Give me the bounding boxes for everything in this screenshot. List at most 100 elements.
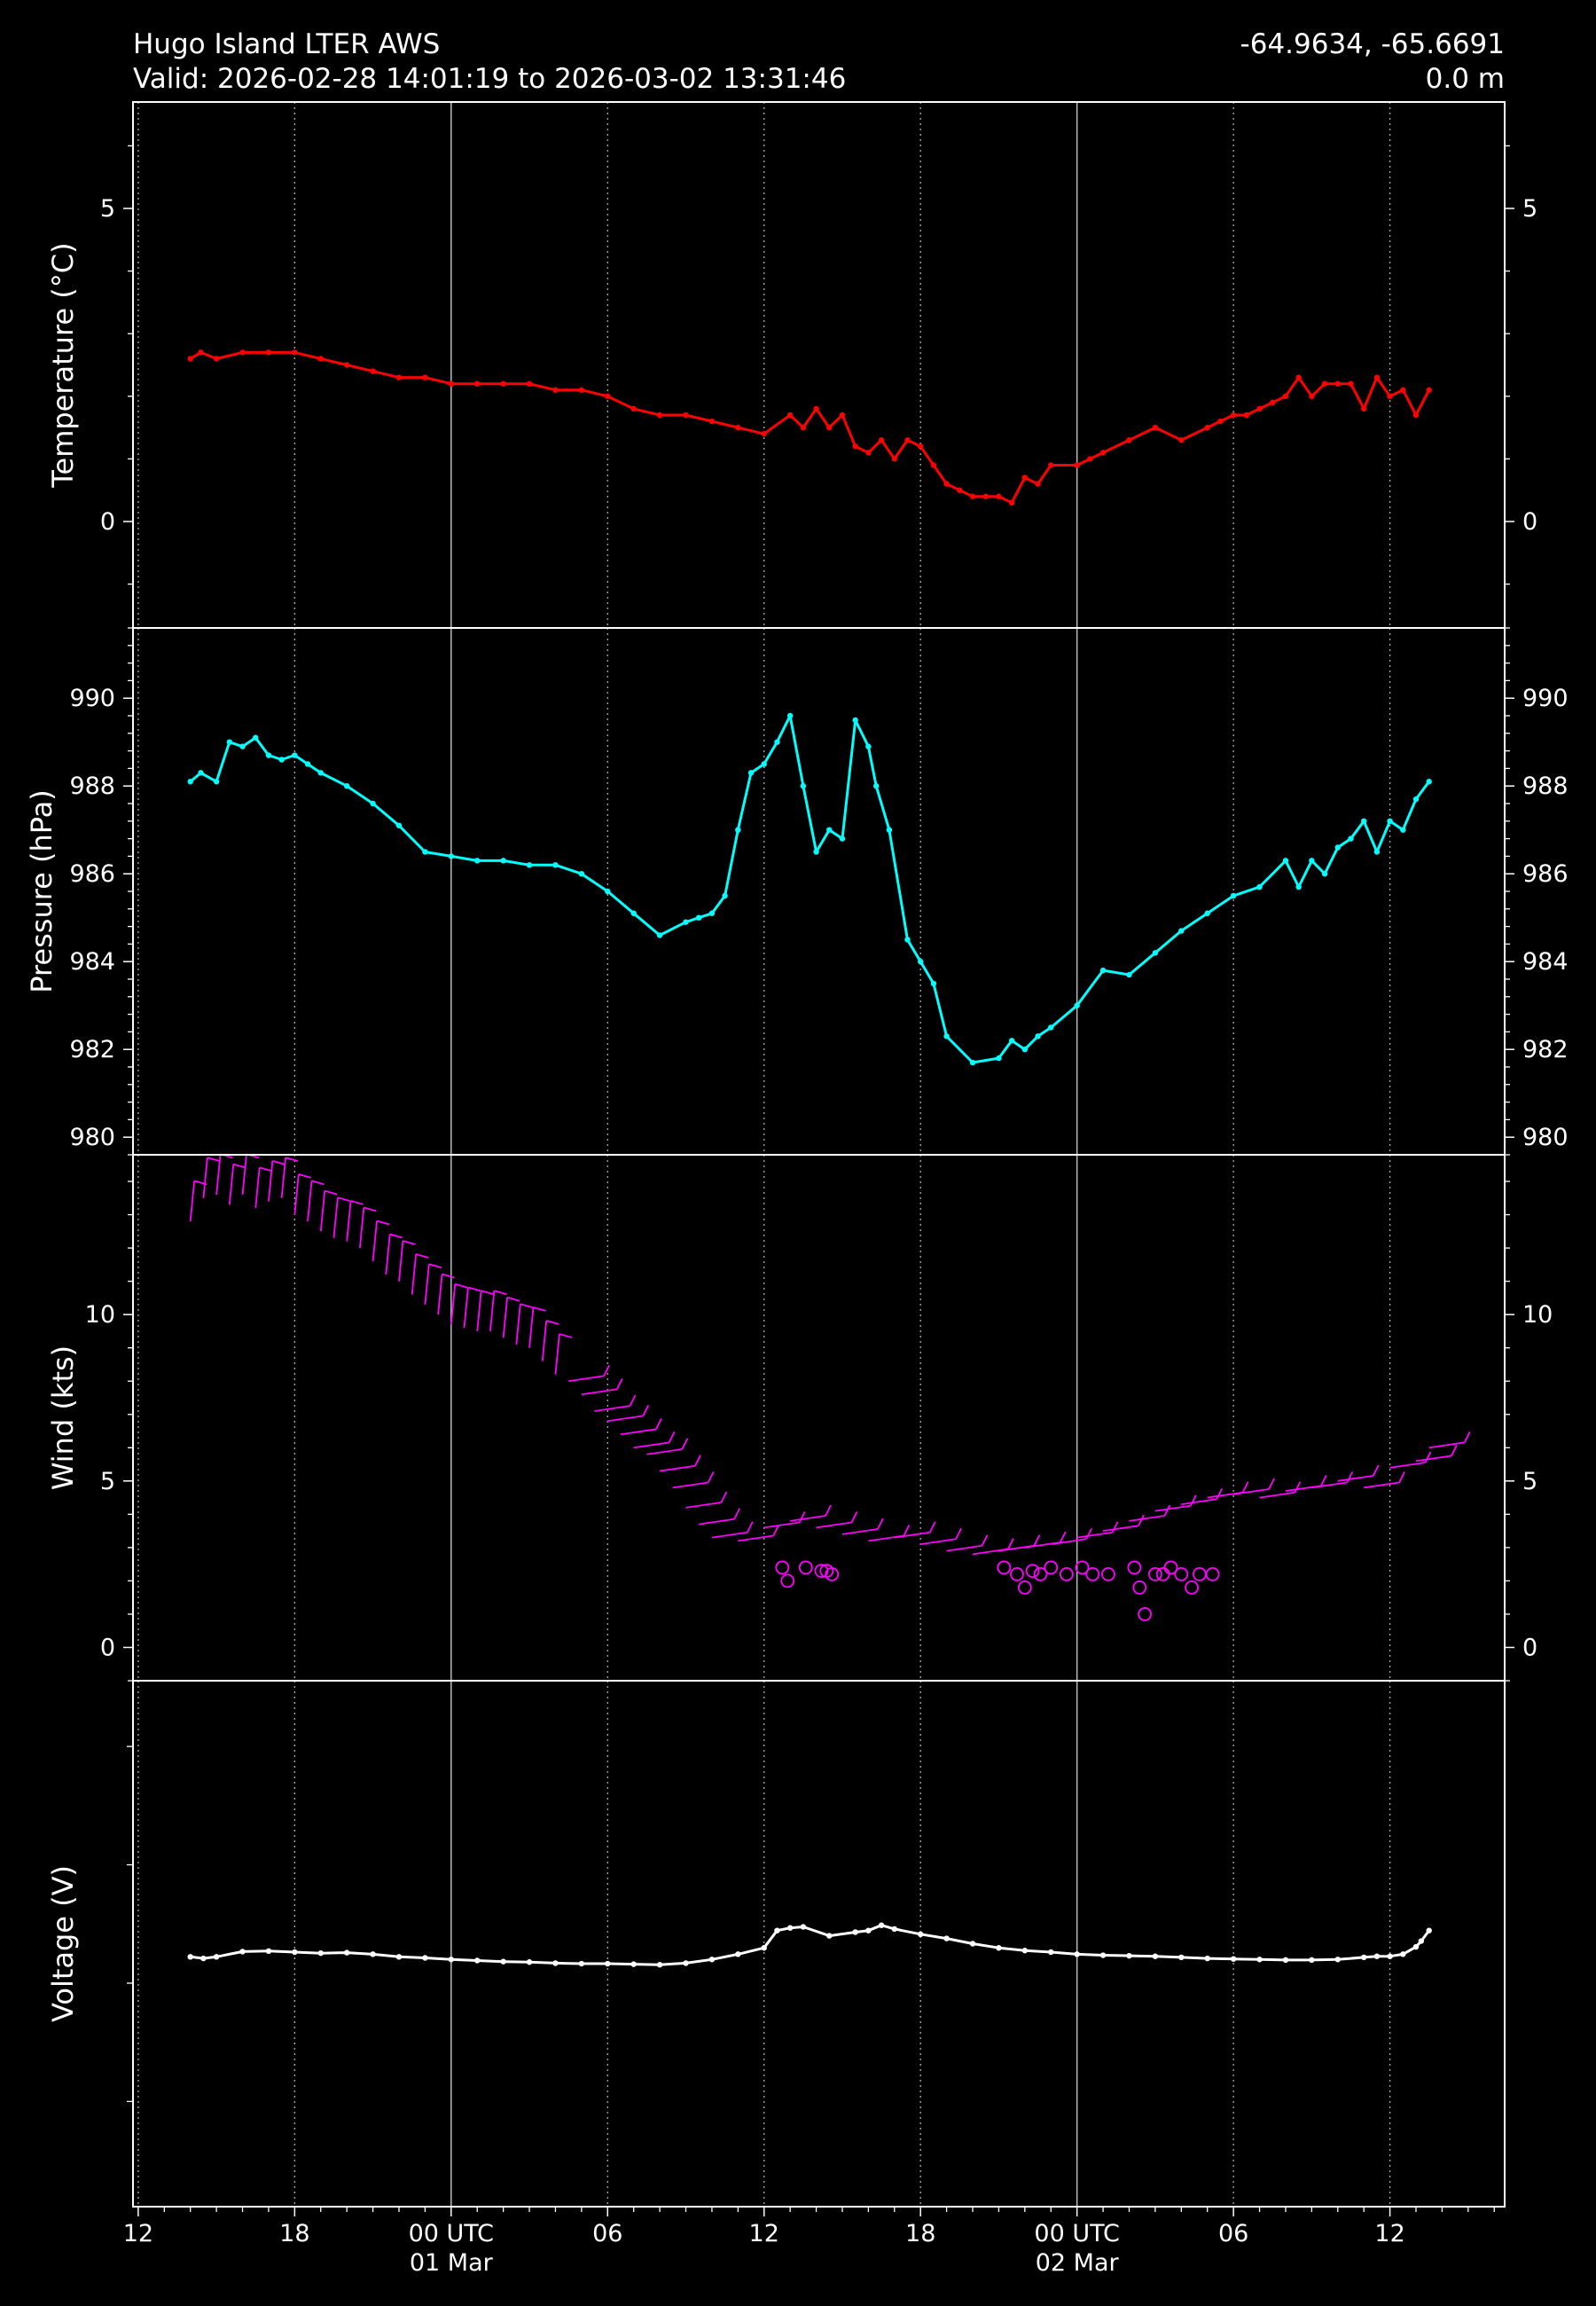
series-point: [1204, 910, 1210, 916]
series-point: [1178, 928, 1185, 934]
wind-barb: [1415, 1455, 1452, 1463]
series-point: [918, 1931, 924, 1938]
x-tick-label: 06: [592, 2220, 622, 2247]
series-point: [761, 1945, 767, 1951]
series-point: [761, 761, 767, 767]
series-point: [253, 734, 259, 741]
wind-barb-flag: [707, 1471, 715, 1483]
wind-barb: [293, 1173, 300, 1215]
y-tick-label-right: 986: [1522, 860, 1569, 888]
series-point: [957, 487, 963, 493]
wind-barb-flag: [1241, 1481, 1249, 1494]
series-point: [1334, 844, 1341, 851]
wind-barb: [594, 1405, 630, 1412]
calm-circle: [997, 1560, 1012, 1575]
series-point: [1008, 1038, 1015, 1044]
series-point: [1204, 424, 1210, 431]
series-point: [683, 919, 689, 925]
wind-barb-flag: [1294, 1481, 1302, 1494]
series-point: [265, 349, 272, 356]
series-point: [839, 835, 846, 842]
wind-barb: [1051, 1538, 1087, 1546]
series-point: [1074, 1002, 1080, 1008]
series-point: [526, 380, 533, 387]
wind-barb: [385, 1234, 391, 1275]
series-point: [683, 1960, 689, 1966]
wind-barb-flag: [389, 1233, 403, 1239]
y-tick-label: 0: [100, 508, 115, 536]
series-point: [605, 1960, 611, 1967]
series-point: [930, 462, 937, 468]
series-point: [1217, 418, 1224, 425]
series-point: [1008, 499, 1015, 506]
wind-barb-flag: [350, 1200, 364, 1205]
wind-barb: [1428, 1441, 1465, 1449]
series-point: [578, 871, 585, 877]
series-point: [370, 800, 376, 807]
wind-barb-flag: [545, 1320, 559, 1325]
y-tick-label-right: 982: [1522, 1036, 1569, 1063]
series-point: [370, 1951, 376, 1957]
series-point: [852, 717, 858, 724]
wind-barb: [319, 1190, 326, 1232]
series-point: [1309, 393, 1315, 399]
wind-barb: [215, 1154, 222, 1196]
wind-barb-flag: [668, 1431, 676, 1443]
wind-barb-flag: [877, 1518, 884, 1530]
series-point: [605, 393, 611, 399]
wind-barb-flag: [364, 1206, 377, 1212]
wind-barb: [568, 1375, 605, 1383]
series-point: [292, 1949, 298, 1956]
series-point: [839, 412, 846, 419]
series-point: [735, 827, 741, 833]
wind-barb-flag: [1138, 1514, 1145, 1526]
wind-barb-flag: [720, 1491, 728, 1503]
calm-circle: [775, 1560, 790, 1575]
series-point: [1373, 374, 1381, 380]
series-point: [1087, 456, 1093, 462]
wind-barb-flag: [681, 1438, 689, 1450]
wind-barb-flag: [207, 1157, 221, 1163]
series-point: [1321, 871, 1328, 877]
y-tick-label-right: 5: [1522, 1468, 1537, 1495]
wind-barb: [528, 1306, 535, 1348]
y-tick-label: 5: [100, 195, 115, 223]
calm-circle: [1010, 1566, 1024, 1581]
wind-barb-flag: [481, 1290, 494, 1296]
series-point: [448, 853, 455, 859]
series-point: [213, 1954, 220, 1960]
wind-barb: [463, 1287, 469, 1329]
series-point: [1334, 1957, 1341, 1963]
y-axis-label: Temperature (°C): [46, 242, 80, 488]
wind-barb-flag: [415, 1253, 429, 1259]
series-point: [683, 412, 689, 419]
wind-barb-flag: [467, 1286, 481, 1292]
wind-barb-flag: [655, 1418, 662, 1430]
calm-circle: [1044, 1560, 1059, 1575]
series-point: [1099, 1952, 1107, 1958]
x-tick-label: 12: [1374, 2220, 1404, 2247]
series-point: [696, 914, 702, 921]
series-point: [500, 858, 506, 864]
wind-barb: [476, 1290, 482, 1332]
series-point: [1074, 1951, 1080, 1957]
series-point: [1412, 412, 1420, 419]
series-point: [1387, 393, 1393, 399]
series-point: [500, 1958, 506, 1965]
wind-barb-flag: [981, 1534, 989, 1547]
series-point: [852, 443, 858, 450]
station-elevation: 0.0 m: [1426, 63, 1505, 95]
calm-circle: [825, 1566, 840, 1581]
wind-barb-flag: [403, 1240, 416, 1245]
wind-barb: [307, 1180, 313, 1222]
wind-barb-flag: [603, 1364, 610, 1377]
wind-barb-flag: [1163, 1504, 1171, 1517]
series-point: [786, 412, 794, 419]
wind-barb-flag: [428, 1263, 442, 1269]
wind-barb: [515, 1304, 521, 1345]
series-point: [786, 712, 794, 719]
x-tick-label: 00 UTC: [1034, 2220, 1119, 2247]
wind-barb: [841, 1528, 879, 1535]
wind-barb: [1389, 1462, 1426, 1469]
